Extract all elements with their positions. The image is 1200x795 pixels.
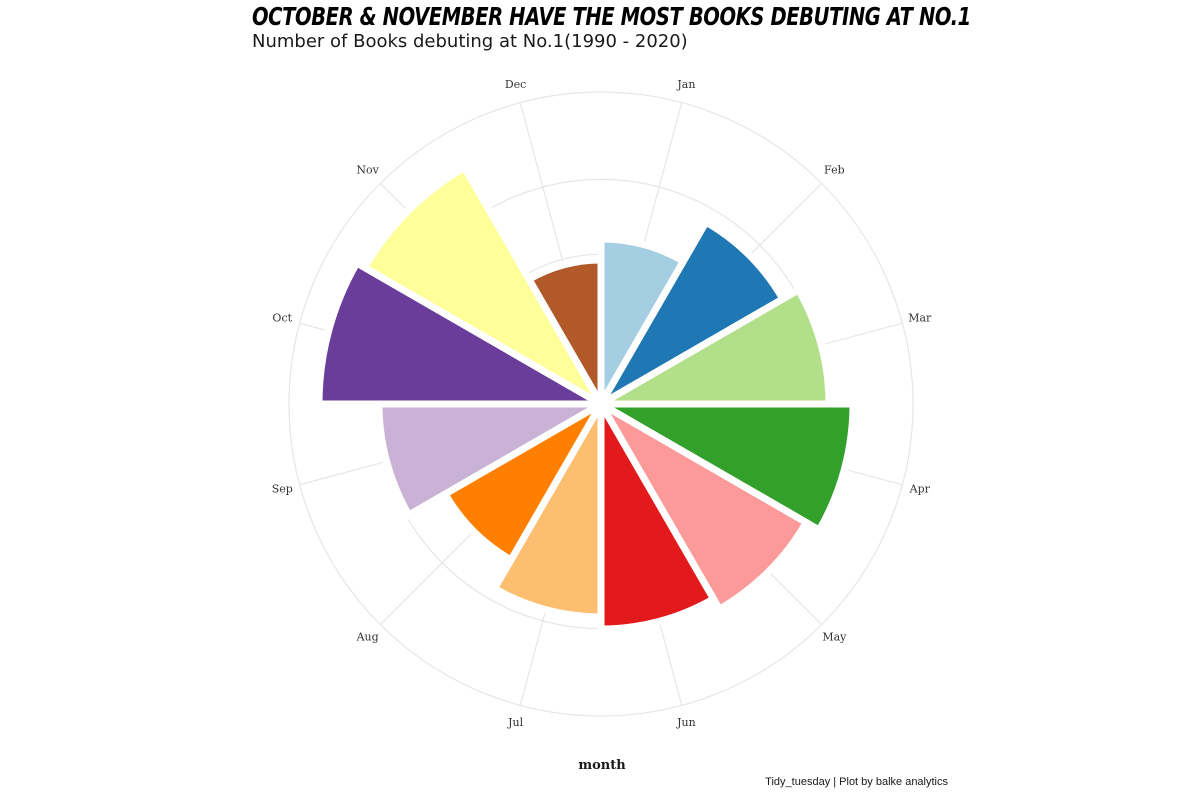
bar-oct xyxy=(315,258,615,408)
bar-jul xyxy=(489,390,605,621)
month-label-nov: Nov xyxy=(356,164,379,177)
month-label-oct: Oct xyxy=(272,312,292,325)
month-label-feb: Feb xyxy=(824,164,845,177)
month-label-sep: Sep xyxy=(272,482,293,495)
month-label-aug: Aug xyxy=(356,630,379,643)
bar-group xyxy=(315,162,857,633)
x-axis-label: month xyxy=(578,758,626,773)
month-tick-labels: Jan Feb Mar Apr May Jun Jul Aug Sep Oct Nov Dec xyxy=(272,78,932,729)
month-label-jan: Jan xyxy=(676,78,695,91)
month-label-jun: Jun xyxy=(676,716,696,729)
bar-feb xyxy=(591,217,788,414)
plot-caption: Tidy_tuesday | Plot by balke analytics xyxy=(765,776,948,788)
month-label-mar: Mar xyxy=(908,312,932,325)
grid-circle xyxy=(288,91,914,717)
bar-may xyxy=(591,394,812,615)
month-label-dec: Dec xyxy=(505,78,527,91)
bar-sep xyxy=(375,400,615,520)
month-label-jul: Jul xyxy=(507,716,523,729)
bar-apr xyxy=(587,400,857,535)
chart-title: October & November have the most books d… xyxy=(252,2,971,31)
bar-dec xyxy=(524,256,605,418)
bar-jun xyxy=(597,390,719,633)
bar-nov xyxy=(359,162,611,414)
bar-mar xyxy=(587,285,833,408)
chart-subtitle: Number of Books debuting at No.1(1990 - … xyxy=(252,31,688,52)
month-label-apr: Apr xyxy=(909,482,931,495)
month-label-may: May xyxy=(822,630,847,643)
